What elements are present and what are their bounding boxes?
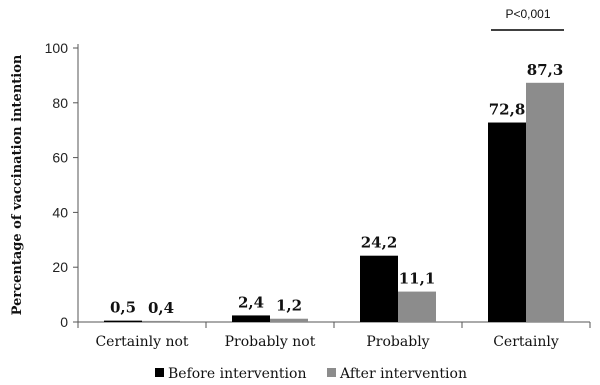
y-tick-label: 80: [52, 95, 68, 111]
bar: [360, 255, 398, 322]
data-labels: 0,5 0,4 2,4 1,2 24,211,1 72,8 87,3 P<0,001: [110, 7, 564, 317]
data-label: 87,3: [527, 61, 564, 79]
data-label: 72,8: [489, 101, 526, 119]
legend-label: After intervention: [339, 366, 467, 382]
legend-swatch: [327, 368, 336, 377]
data-label: 0,4: [148, 299, 174, 317]
bar: [232, 315, 270, 322]
bar: [142, 320, 180, 322]
legend-swatch: [155, 368, 164, 377]
bar: [270, 318, 308, 322]
y-tick-label: 40: [52, 204, 68, 220]
bar: [526, 82, 564, 322]
bars: [104, 82, 564, 322]
legend-label: Before intervention: [168, 366, 306, 382]
y-tick-label: 100: [45, 40, 69, 56]
bar: [104, 320, 142, 322]
data-label: 2,4: [238, 293, 264, 311]
data-label: 1,2: [276, 297, 302, 315]
axes: 0 20 40 60 80 100 Certainly not Probably not Pro…: [10, 40, 591, 350]
bar: [488, 122, 526, 322]
y-tick-label: 60: [52, 150, 68, 166]
y-tick-label: 0: [60, 314, 68, 330]
legend: Before intervention After intervention: [155, 366, 467, 382]
bar: [398, 291, 436, 322]
data-label: 11,1: [399, 270, 436, 288]
y-axis-title: Percentage of vaccination intention: [10, 54, 25, 315]
x-category-label: Probably not: [225, 334, 316, 350]
x-category-label: Certainly: [493, 334, 559, 350]
x-category-label: Certainly not: [95, 334, 188, 350]
significance-label: P<0,001: [505, 7, 550, 21]
data-label: 0,5: [110, 299, 136, 317]
x-category-label: Probably: [366, 334, 429, 350]
y-tick-label: 20: [52, 259, 68, 275]
data-label: 24,2: [361, 234, 398, 252]
